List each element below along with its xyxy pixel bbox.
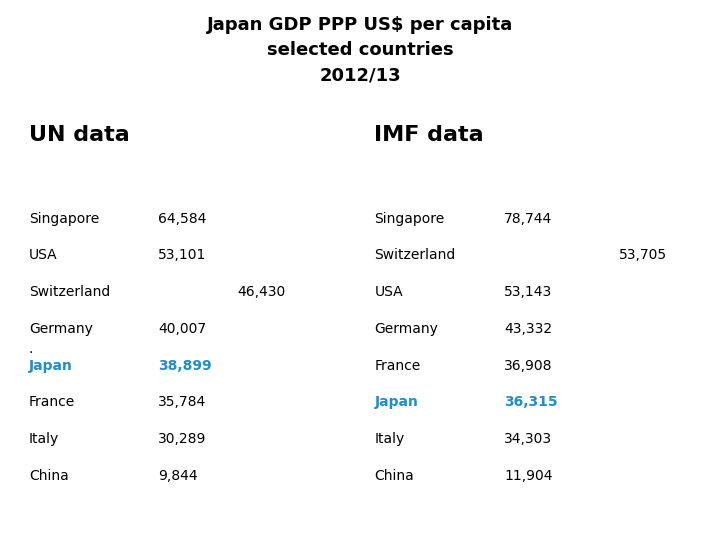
Text: 78,744: 78,744 (504, 212, 552, 226)
Text: 40,007: 40,007 (158, 322, 207, 336)
Text: 36,908: 36,908 (504, 359, 552, 373)
Text: 9,844: 9,844 (158, 469, 198, 483)
Text: 53,101: 53,101 (158, 248, 207, 262)
Text: Italy: Italy (374, 432, 405, 446)
Text: USA: USA (29, 248, 58, 262)
Text: Germany: Germany (29, 322, 93, 336)
Text: Italy: Italy (29, 432, 59, 446)
Text: Japan GDP PPP US$ per capita
selected countries
2012/13: Japan GDP PPP US$ per capita selected co… (207, 16, 513, 84)
Text: France: France (374, 359, 420, 373)
Text: 46,430: 46,430 (238, 285, 286, 299)
Text: 43,332: 43,332 (504, 322, 552, 336)
Text: 11,904: 11,904 (504, 469, 552, 483)
Text: France: France (29, 395, 75, 409)
Text: Singapore: Singapore (374, 212, 445, 226)
Text: UN data: UN data (29, 125, 130, 145)
Text: IMF data: IMF data (374, 125, 484, 145)
Text: Germany: Germany (374, 322, 438, 336)
Text: Singapore: Singapore (29, 212, 99, 226)
Text: 53,705: 53,705 (619, 248, 667, 262)
Text: 38,899: 38,899 (158, 359, 212, 373)
Text: Switzerland: Switzerland (29, 285, 110, 299)
Text: China: China (374, 469, 414, 483)
Text: China: China (29, 469, 68, 483)
Text: 36,315: 36,315 (504, 395, 557, 409)
Text: 64,584: 64,584 (158, 212, 207, 226)
Text: USA: USA (374, 285, 403, 299)
Text: Japan: Japan (29, 359, 73, 373)
Text: 30,289: 30,289 (158, 432, 207, 446)
Text: 35,784: 35,784 (158, 395, 207, 409)
Text: Switzerland: Switzerland (374, 248, 456, 262)
Text: Japan: Japan (374, 395, 418, 409)
Text: 53,143: 53,143 (504, 285, 552, 299)
Text: 34,303: 34,303 (504, 432, 552, 446)
Text: .: . (29, 342, 33, 356)
